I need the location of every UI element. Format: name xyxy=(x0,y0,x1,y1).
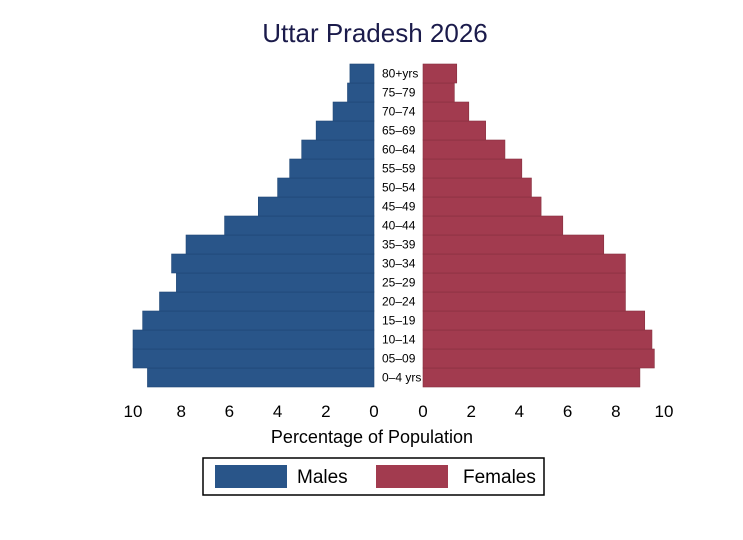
x-tick-right-4: 4 xyxy=(515,402,524,421)
x-axis-label: Percentage of Population xyxy=(271,427,473,447)
female-bars xyxy=(422,63,655,388)
chart-title: Uttar Pradesh 2026 xyxy=(262,18,487,48)
x-tick-left-2: 2 xyxy=(321,402,330,421)
legend-swatch-females xyxy=(376,465,448,488)
age-label-65-69: 65–69 xyxy=(382,124,416,138)
x-tick-left-4: 4 xyxy=(273,402,282,421)
male-bar-35-39 xyxy=(185,234,375,255)
male-bar-45-49 xyxy=(258,196,375,217)
legend-frame xyxy=(202,457,545,496)
legend-label-males: Males xyxy=(297,467,348,488)
legend-label-females: Females xyxy=(463,467,536,488)
female-bar-35-39 xyxy=(422,234,605,255)
male-bar-75-79 xyxy=(347,82,375,103)
female-bar-25-29 xyxy=(422,272,626,293)
age-label-40-44: 40–44 xyxy=(382,219,416,233)
female-bar-45-49 xyxy=(422,196,542,217)
male-bar-55-59 xyxy=(289,158,375,179)
age-label-75-79: 75–79 xyxy=(382,86,416,100)
male-bar-60-64 xyxy=(301,139,375,160)
female-bar-05-09 xyxy=(422,348,655,369)
male-bar-0-4-yrs xyxy=(147,367,375,388)
x-tick-right-10: 10 xyxy=(655,402,674,421)
male-bar-40-44 xyxy=(224,215,375,236)
male-bar-10-14 xyxy=(132,329,375,350)
female-bar-80-yrs xyxy=(422,63,458,84)
age-group-labels: 0–4 yrs 05–09 10–14 15–19 20–24 25–29 30–34 35–… xyxy=(382,67,421,385)
age-label-60-64: 60–64 xyxy=(382,143,416,157)
age-label-50-54: 50–54 xyxy=(382,181,416,195)
age-label-10-14: 10–14 xyxy=(382,333,416,347)
legend: Males Females xyxy=(202,457,545,496)
x-tick-right-2: 2 xyxy=(466,402,475,421)
age-label-05-09: 05–09 xyxy=(382,352,416,366)
female-bar-60-64 xyxy=(422,139,506,160)
age-label-55-59: 55–59 xyxy=(382,162,416,176)
x-tick-right-8: 8 xyxy=(611,402,620,421)
male-bar-65-69 xyxy=(315,120,375,141)
male-bar-80-yrs xyxy=(349,63,375,84)
female-bar-30-34 xyxy=(422,253,626,274)
age-label-20-24: 20–24 xyxy=(382,295,416,309)
male-bars xyxy=(132,63,375,388)
female-bar-65-69 xyxy=(422,120,486,141)
age-label-35-39: 35–39 xyxy=(382,238,416,252)
female-bar-40-44 xyxy=(422,215,564,236)
age-label-45-49: 45–49 xyxy=(382,200,416,214)
legend-swatch-males xyxy=(215,465,287,488)
x-tick-right-6: 6 xyxy=(563,402,572,421)
male-bar-05-09 xyxy=(132,348,375,369)
female-bar-10-14 xyxy=(422,329,653,350)
female-bar-50-54 xyxy=(422,177,532,198)
x-tick-left-6: 6 xyxy=(225,402,234,421)
age-label-0-4-yrs: 0–4 yrs xyxy=(382,371,421,385)
male-bar-30-34 xyxy=(171,253,375,274)
age-label-70-74: 70–74 xyxy=(382,105,416,119)
x-tick-left-0: 0 xyxy=(369,402,378,421)
age-label-25-29: 25–29 xyxy=(382,276,416,290)
female-bar-20-24 xyxy=(422,291,626,312)
female-bar-75-79 xyxy=(422,82,455,103)
x-tick-right-0: 0 xyxy=(418,402,427,421)
age-label-15-19: 15–19 xyxy=(382,314,416,328)
x-tick-left-8: 8 xyxy=(176,402,185,421)
male-bar-70-74 xyxy=(332,101,375,122)
female-bar-15-19 xyxy=(422,310,646,331)
female-bar-55-59 xyxy=(422,158,523,179)
x-tick-left-10: 10 xyxy=(124,402,143,421)
male-bar-50-54 xyxy=(277,177,375,198)
age-label-30-34: 30–34 xyxy=(382,257,416,271)
x-axis-ticks: 10 8 6 4 2 0 0 2 4 6 8 10 xyxy=(124,402,674,421)
male-bar-25-29 xyxy=(176,272,375,293)
age-label-80-yrs: 80+yrs xyxy=(382,67,418,81)
male-bar-15-19 xyxy=(142,310,375,331)
female-bar-70-74 xyxy=(422,101,470,122)
female-bar-0-4-yrs xyxy=(422,367,641,388)
male-bar-20-24 xyxy=(159,291,375,312)
